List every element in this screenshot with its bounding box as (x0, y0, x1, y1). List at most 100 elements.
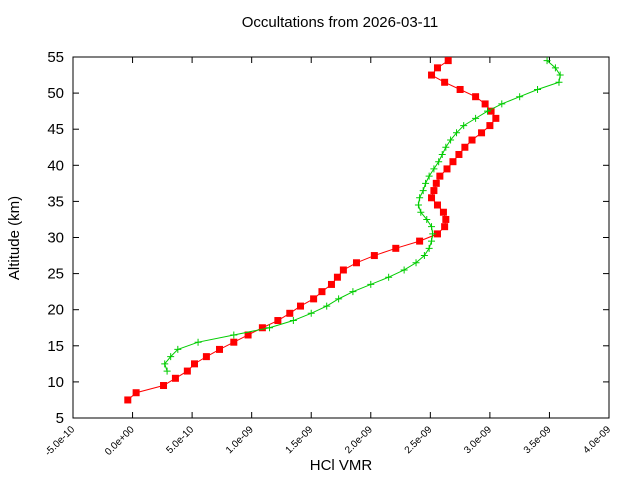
x-tick-label: 1.0e-09 (224, 424, 256, 456)
y-tick-label: 55 (47, 49, 64, 66)
point (433, 230, 441, 238)
point (419, 187, 427, 195)
point (447, 136, 455, 144)
x-tick-label: 2.5e-09 (403, 424, 435, 456)
point (258, 324, 266, 332)
point (385, 273, 393, 281)
y-tick-label: 15 (47, 338, 64, 355)
point (442, 215, 450, 223)
point (230, 338, 238, 346)
point (436, 172, 444, 180)
x-tick-label: 2.0e-09 (343, 424, 375, 456)
chart-title: Occultations from 2026-03-11 (242, 14, 439, 31)
y-tick-label: 50 (47, 85, 64, 102)
point (428, 223, 436, 231)
point (472, 93, 480, 101)
point (472, 114, 480, 122)
point (455, 150, 463, 158)
plot-frame (72, 56, 610, 419)
point (534, 85, 542, 93)
point (333, 273, 341, 281)
point (453, 129, 461, 137)
point (167, 353, 175, 361)
point (310, 295, 318, 303)
point (412, 259, 420, 267)
point (444, 57, 452, 65)
point (478, 129, 486, 137)
point (456, 85, 464, 93)
point (449, 158, 457, 166)
y-tick-label: 45 (47, 121, 64, 138)
point (481, 100, 489, 108)
point (244, 331, 252, 339)
profile-line (164, 60, 561, 372)
x-tick-label: -5.0e-10 (43, 424, 77, 458)
point (460, 122, 468, 130)
point (132, 389, 140, 397)
point (171, 374, 179, 382)
point (516, 93, 524, 101)
x-tick-label: 3.5e-09 (522, 424, 554, 456)
point (443, 165, 451, 173)
point (433, 201, 441, 209)
point (370, 252, 378, 260)
y-tick-label: 25 (47, 266, 64, 283)
x-axis-label: HCl VMR (310, 457, 373, 474)
point (425, 172, 433, 180)
point (442, 143, 450, 151)
point (416, 194, 424, 202)
point (423, 215, 431, 223)
point (307, 309, 315, 317)
point (339, 266, 347, 274)
point (414, 201, 422, 209)
point (492, 114, 500, 122)
point (274, 317, 282, 325)
y-tick-label: 10 (47, 374, 64, 391)
y-axis-label: Altitude (km) (6, 196, 23, 280)
point (433, 64, 441, 72)
point (430, 187, 438, 195)
point (543, 57, 551, 65)
point (468, 136, 476, 144)
point (417, 208, 425, 216)
point (202, 353, 210, 361)
profile-line (127, 60, 497, 401)
point (420, 252, 428, 260)
point (160, 382, 168, 390)
point (441, 223, 449, 231)
point (216, 345, 224, 353)
point (266, 324, 274, 332)
point (190, 360, 198, 368)
point (323, 302, 331, 310)
point (428, 237, 436, 245)
point (461, 143, 469, 151)
point (425, 244, 433, 252)
point (183, 367, 191, 375)
y-tick-label: 5 (56, 410, 64, 427)
point (428, 194, 436, 202)
point (352, 259, 360, 267)
point (297, 302, 305, 310)
point (124, 396, 132, 404)
x-tick-label: 1.5e-09 (284, 424, 316, 456)
point (487, 107, 495, 115)
point (367, 280, 375, 288)
point (400, 266, 408, 274)
point (422, 179, 430, 187)
point (289, 317, 297, 325)
point (174, 345, 182, 353)
y-tick-label: 35 (47, 193, 64, 210)
x-tick-label: 5.0e-10 (164, 424, 196, 456)
point (429, 230, 437, 238)
point (486, 122, 494, 130)
point (556, 71, 564, 79)
point (318, 288, 326, 296)
point (484, 107, 492, 115)
point (441, 78, 449, 86)
point (551, 64, 559, 72)
point (327, 280, 335, 288)
point (194, 338, 202, 346)
x-tick-label: 3.0e-09 (462, 424, 494, 456)
point (432, 179, 440, 187)
